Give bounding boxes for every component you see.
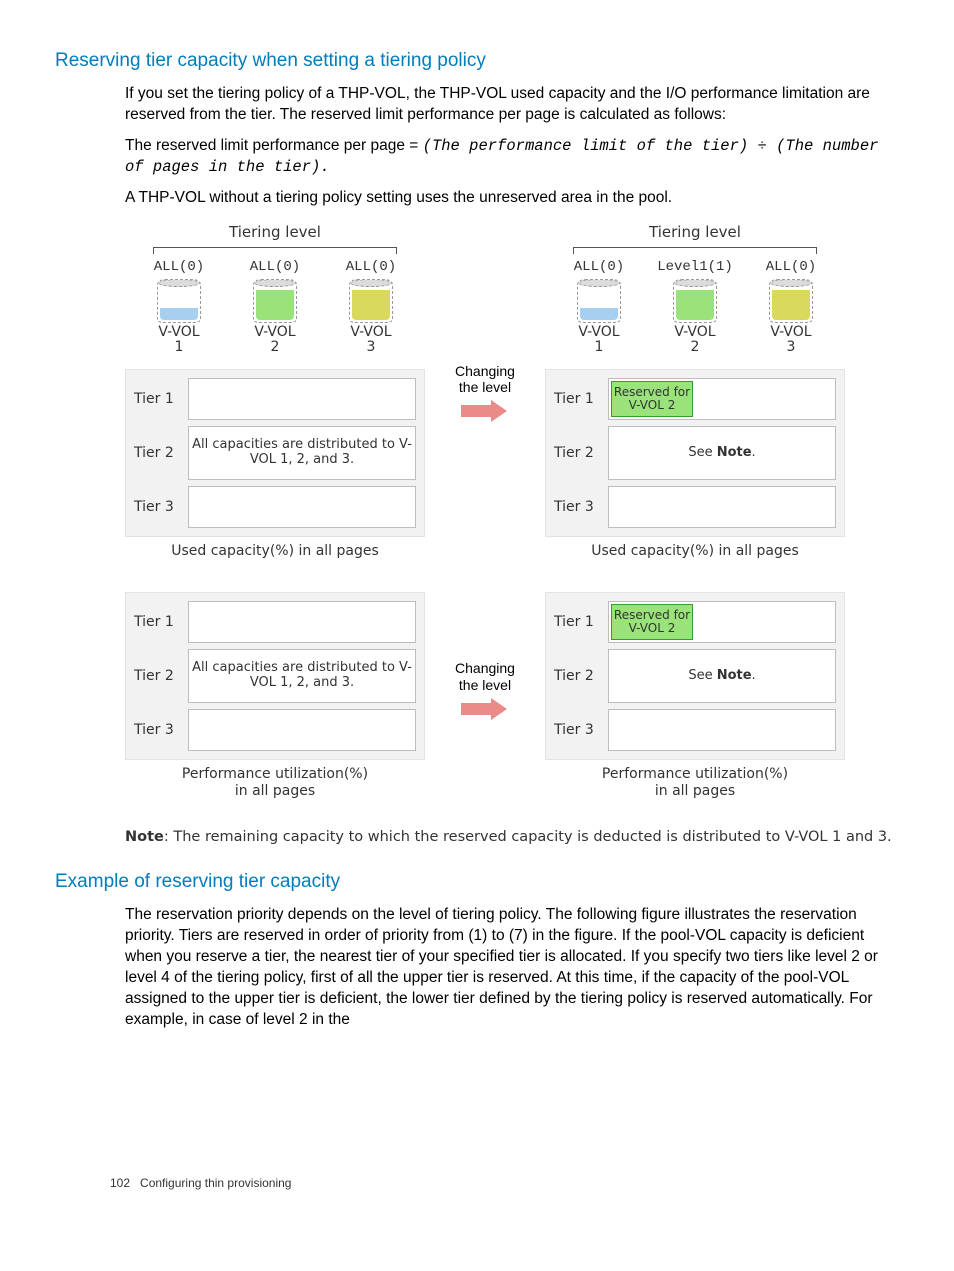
tier-box: Reserved for V-VOL 2 — [608, 601, 836, 643]
tier-box-text: See Note. — [688, 446, 755, 461]
figure-note: Note: The remaining capacity to which th… — [125, 828, 899, 848]
tier-label: Tier 2 — [554, 649, 608, 703]
cylinder-icon — [577, 279, 621, 323]
vvol: ALL(0) V-VOL 3 — [751, 259, 831, 356]
bracket-label: Tiering level — [545, 223, 845, 241]
changing-level-label: Changing the level — [455, 660, 515, 694]
tier-label: Tier 2 — [134, 426, 188, 480]
vvol-tiering-level: Level1(1) — [655, 259, 735, 275]
vvol-name: V-VOL 1 — [139, 325, 219, 356]
vvol-tiering-level: ALL(0) — [331, 259, 411, 275]
tier-label: Tier 1 — [134, 378, 188, 420]
tier-box — [188, 486, 416, 528]
tier-box-text: All capacities are distributed to V-VOL … — [191, 438, 413, 468]
vvol-tiering-level: ALL(0) — [235, 259, 315, 275]
tier-row: Tier 1Reserved for V-VOL 2 — [554, 378, 836, 420]
panel-top-right: Tiering level ALL(0) V-VOL 1 Level1(1) V-VO… — [545, 223, 845, 561]
tier-box: See Note. — [608, 426, 836, 480]
tier-row: Tier 3 — [554, 709, 836, 751]
tier-box: All capacities are distributed to V-VOL … — [188, 649, 416, 703]
vvol: ALL(0) V-VOL 3 — [331, 259, 411, 356]
tier-box: See Note. — [608, 649, 836, 703]
tier-row: Tier 2 See Note. — [554, 649, 836, 703]
panel-bottom-right: Tier 1Reserved for V-VOL 2Tier 2See Note… — [545, 578, 845, 800]
tier-label: Tier 1 — [554, 601, 608, 643]
tier-row: Tier 3 — [134, 486, 416, 528]
tier-row: Tier 2 See Note. — [554, 426, 836, 480]
cylinder-icon — [673, 279, 717, 323]
tier-row: Tier 1Reserved for V-VOL 2 — [554, 601, 836, 643]
tier-box-text: All capacities are distributed to V-VOL … — [191, 661, 413, 691]
panel-caption: Performance utilization(%) in all pages — [545, 766, 845, 800]
vvol-name: V-VOL 1 — [559, 325, 639, 356]
arrow-icon — [461, 700, 509, 718]
cylinder-icon — [769, 279, 813, 323]
mid-changing-level: Changing the level — [425, 363, 545, 421]
vvol: Level1(1) V-VOL 2 — [655, 259, 735, 356]
tier-box — [188, 709, 416, 751]
panel-caption: Used capacity(%) in all pages — [125, 543, 425, 560]
vvol: ALL(0) V-VOL 1 — [139, 259, 219, 356]
bracket-icon — [573, 243, 817, 253]
arrow-icon — [461, 402, 509, 420]
bracket-label: Tiering level — [125, 223, 425, 241]
cylinder-icon — [157, 279, 201, 323]
tier-label: Tier 2 — [554, 426, 608, 480]
vvol-tiering-level: ALL(0) — [559, 259, 639, 275]
tier-row: Tier 3 — [134, 709, 416, 751]
section-heading-2: Example of reserving tier capacity — [55, 871, 899, 893]
vvol-name: V-VOL 3 — [751, 325, 831, 356]
note-bold: Note — [125, 829, 164, 845]
vvol-name: V-VOL 3 — [331, 325, 411, 356]
reserved-region: Reserved for V-VOL 2 — [611, 381, 693, 417]
bracket-icon — [153, 243, 397, 253]
page-number: 102 — [110, 1176, 130, 1190]
tier-label: Tier 3 — [554, 709, 608, 751]
tier-label: Tier 3 — [134, 709, 188, 751]
tier-box — [608, 486, 836, 528]
tier-label: Tier 1 — [134, 601, 188, 643]
panel-bottom-left: Tier 1 Tier 2All capacities are distribut… — [125, 578, 425, 800]
vvol-tiering-level: ALL(0) — [751, 259, 831, 275]
para-2: A THP-VOL without a tiering policy setti… — [125, 188, 899, 209]
formula-lead: The reserved limit performance per page … — [125, 137, 423, 154]
tier-row: Tier 2All capacities are distributed to … — [134, 426, 416, 480]
vvol-name: V-VOL 2 — [655, 325, 735, 356]
vvol-tiering-level: ALL(0) — [139, 259, 219, 275]
cylinder-icon — [253, 279, 297, 323]
footer-text: Configuring thin provisioning — [140, 1176, 291, 1190]
vvol: ALL(0) V-VOL 1 — [559, 259, 639, 356]
tier-row: Tier 1 — [134, 378, 416, 420]
panel-caption: Performance utilization(%) in all pages — [125, 766, 425, 800]
mid-changing-level: Changing the level — [425, 660, 545, 718]
vvol-name: V-VOL 2 — [235, 325, 315, 356]
tier-label: Tier 2 — [134, 649, 188, 703]
tiering-figure: Tiering level ALL(0) V-VOL 1 ALL(0) V-VOL 2… — [125, 223, 899, 800]
tier-box: All capacities are distributed to V-VOL … — [188, 426, 416, 480]
section-heading-1: Reserving tier capacity when setting a t… — [55, 50, 899, 72]
tier-label: Tier 3 — [554, 486, 608, 528]
cylinder-icon — [349, 279, 393, 323]
vvol: ALL(0) V-VOL 2 — [235, 259, 315, 356]
tier-box — [188, 378, 416, 420]
tier-row: Tier 1 — [134, 601, 416, 643]
tier-box: Reserved for V-VOL 2 — [608, 378, 836, 420]
tier-box-text: See Note. — [688, 669, 755, 684]
tier-box — [608, 709, 836, 751]
note-text: : The remaining capacity to which the re… — [164, 829, 892, 845]
tier-box — [188, 601, 416, 643]
panel-top-left: Tiering level ALL(0) V-VOL 1 ALL(0) V-VOL 2… — [125, 223, 425, 561]
panel-caption: Used capacity(%) in all pages — [545, 543, 845, 560]
para-3: The reservation priority depends on the … — [125, 905, 899, 1031]
tier-row: Tier 2All capacities are distributed to … — [134, 649, 416, 703]
formula: The reserved limit performance per page … — [125, 136, 899, 178]
tier-label: Tier 1 — [554, 378, 608, 420]
reserved-region: Reserved for V-VOL 2 — [611, 604, 693, 640]
tier-label: Tier 3 — [134, 486, 188, 528]
page-footer: 102 Configuring thin provisioning — [110, 1176, 291, 1190]
changing-level-label: Changing the level — [455, 363, 515, 397]
para-1: If you set the tiering policy of a THP-V… — [125, 84, 899, 126]
tier-row: Tier 3 — [554, 486, 836, 528]
